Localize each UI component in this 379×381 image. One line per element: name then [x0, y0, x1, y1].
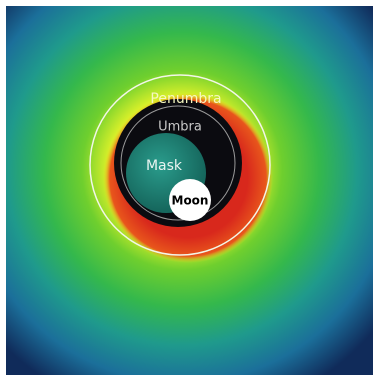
mask-label: Mask [146, 158, 183, 174]
eclipse-image: Penumbra Umbra Mask Moon [0, 0, 379, 381]
umbra-label: Umbra [158, 120, 202, 135]
penumbra-label: Penumbra [150, 91, 221, 107]
moon-label: Moon [172, 194, 209, 208]
